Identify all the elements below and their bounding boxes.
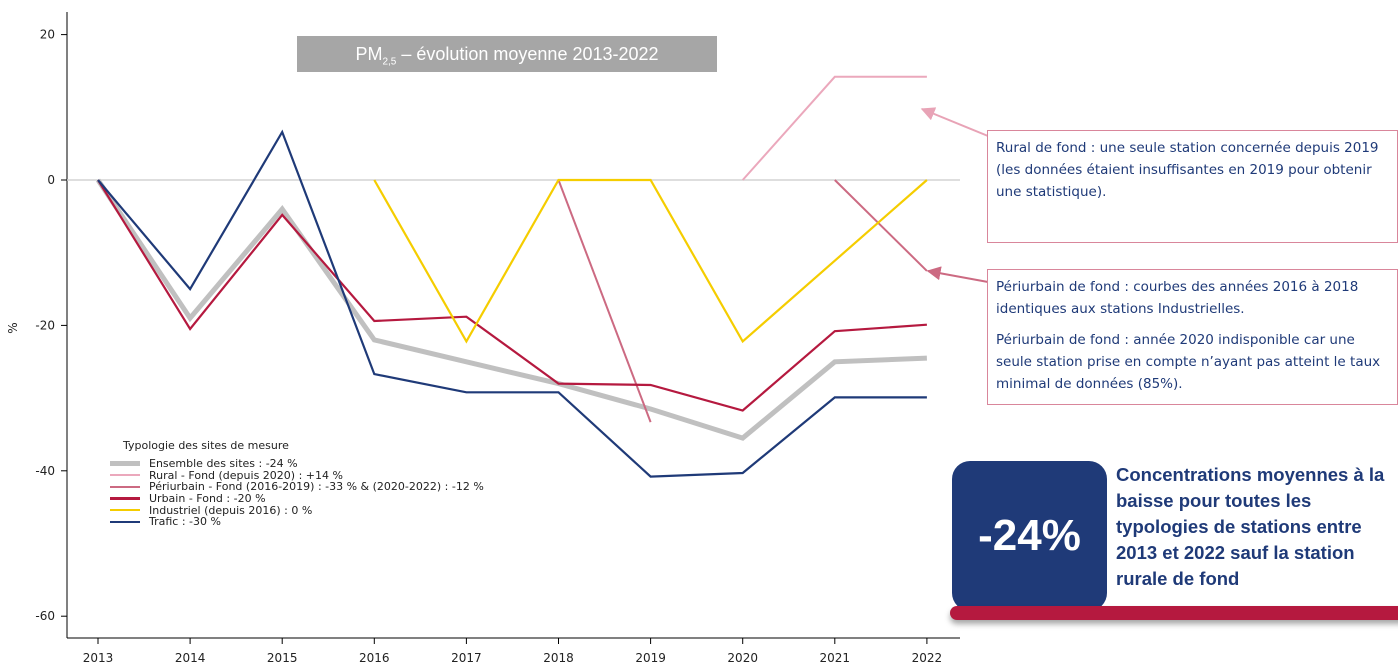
x-tick-label: 2018 [543, 651, 574, 665]
x-tick-label: 2016 [359, 651, 390, 665]
legend-label: Périurbain - Fond (2016-2019) : -33 % & … [149, 480, 484, 494]
chart-title-subscript: 2,5 [382, 56, 397, 68]
x-tick-label: 2013 [83, 651, 114, 665]
chart-title: PM2,5 – évolution moyenne 2013-2022 [297, 36, 717, 72]
legend-swatch [110, 509, 140, 512]
legend-entry: Rural - Fond (depuis 2020) : +14 % [110, 468, 484, 482]
series-line-3-segment-0 [97, 179, 927, 412]
legend-swatch [110, 474, 140, 477]
axes: 20 0 -20 -40 -60 2013 2014 2015 2016 2017 2018 2019… [35, 12, 960, 665]
summary-underline [950, 606, 1398, 620]
x-tick-label: 2022 [912, 651, 943, 665]
annotation-arrows [920, 107, 989, 283]
periurbain-annotation-text-2: Périurbain de fond : année 2020 indispon… [996, 332, 1381, 392]
summary-badge: -24% [952, 461, 1107, 611]
y-tick-label: -60 [35, 609, 55, 623]
legend-label: Trafic : -30 % [149, 515, 221, 529]
chart-title-main: PM [355, 44, 383, 64]
legend-label: Industriel (depuis 2016) : 0 % [149, 503, 313, 517]
series-lines [95, 75, 928, 478]
series-line-2-segment-0 [557, 179, 652, 423]
x-tick-label: 2015 [267, 651, 298, 665]
legend-swatch [110, 520, 140, 523]
legend: Typologie des sites de mesure Ensemble d… [110, 439, 484, 528]
x-tick-label: 2020 [727, 651, 758, 665]
series-line-5-segment-0 [97, 129, 927, 478]
legend-swatch [110, 461, 140, 467]
legend-entry: Industriel (depuis 2016) : 0 % [110, 503, 484, 517]
legend-label: Ensemble des sites : -24 % [149, 457, 298, 471]
x-tick-label: 2017 [451, 651, 482, 665]
y-tick-label: 0 [47, 173, 55, 187]
x-tick-label: 2019 [635, 651, 666, 665]
chart-title-rest: – évolution moyenne 2013-2022 [396, 44, 659, 64]
series-line-2-segment-1 [834, 179, 928, 272]
y-axis-label: % [6, 322, 20, 333]
y-tick-label: -40 [35, 464, 55, 478]
y-tick-label: -20 [35, 318, 55, 332]
legend-title: Typologie des sites de mesure [123, 439, 289, 452]
periurbain-annotation-arrow [926, 266, 989, 283]
periurbain-annotation-text-1: Périurbain de fond : courbes des années … [996, 279, 1359, 317]
series-line-1-segment-0 [741, 75, 927, 181]
y-tick-label: 20 [40, 28, 55, 42]
rural-annotation: Rural de fond : une seule station concer… [987, 130, 1398, 243]
x-tick-label: 2021 [820, 651, 851, 665]
periurbain-annotation: Périurbain de fond : courbes des années … [987, 269, 1398, 405]
legend-swatch [110, 497, 140, 500]
rural-annotation-arrow [920, 107, 989, 137]
legend-swatch [110, 485, 140, 488]
rural-annotation-text: Rural de fond : une seule station concer… [996, 140, 1379, 200]
legend-label: Urbain - Fond : -20 % [149, 492, 266, 506]
legend-entries: Ensemble des sites : -24 % Rural - Fond (… [110, 457, 484, 529]
summary-text: Concentrations moyennes à la baisse pour… [1116, 464, 1385, 589]
legend-entry: Trafic : -30 % [110, 515, 484, 529]
legend-label: Rural - Fond (depuis 2020) : +14 % [149, 468, 343, 482]
series-line-0-segment-0 [95, 178, 928, 441]
legend-entry: Ensemble des sites : -24 % [110, 457, 484, 471]
legend-entry: Périurbain - Fond (2016-2019) : -33 % & … [110, 480, 484, 494]
series-line-4-segment-0 [373, 178, 928, 344]
legend-entry: Urbain - Fond : -20 % [110, 492, 484, 506]
x-tick-label: 2014 [175, 651, 206, 665]
